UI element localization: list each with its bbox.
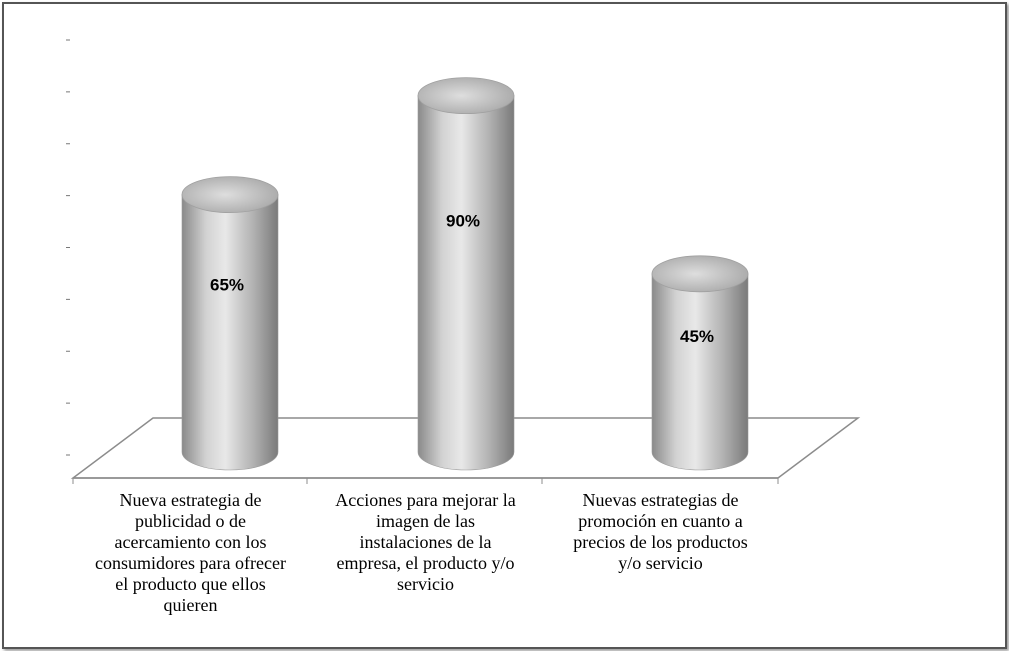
bar-cylinder (651, 255, 749, 471)
bar-cylinder (181, 176, 279, 471)
data-label: 65% (210, 276, 244, 295)
data-label: 90% (446, 211, 480, 230)
bar-body (181, 194, 279, 471)
category-label: Nuevas estrategias de promoción en cuant… (573, 490, 748, 573)
bars (181, 77, 749, 471)
value-axis (66, 39, 70, 456)
bar-body (417, 95, 515, 471)
category-label: Acciones para mejorar la imagen de las i… (335, 490, 516, 594)
bar-cylinder (417, 77, 515, 471)
bar-body (651, 273, 749, 471)
bar-top (181, 176, 279, 214)
category-label: Nueva estrategia de publicidad o de acer… (95, 490, 286, 615)
data-label: 45% (680, 327, 714, 346)
bar-top (651, 255, 749, 293)
bar-top (417, 77, 515, 114)
data-labels: 65% 90% 45% (210, 211, 714, 346)
